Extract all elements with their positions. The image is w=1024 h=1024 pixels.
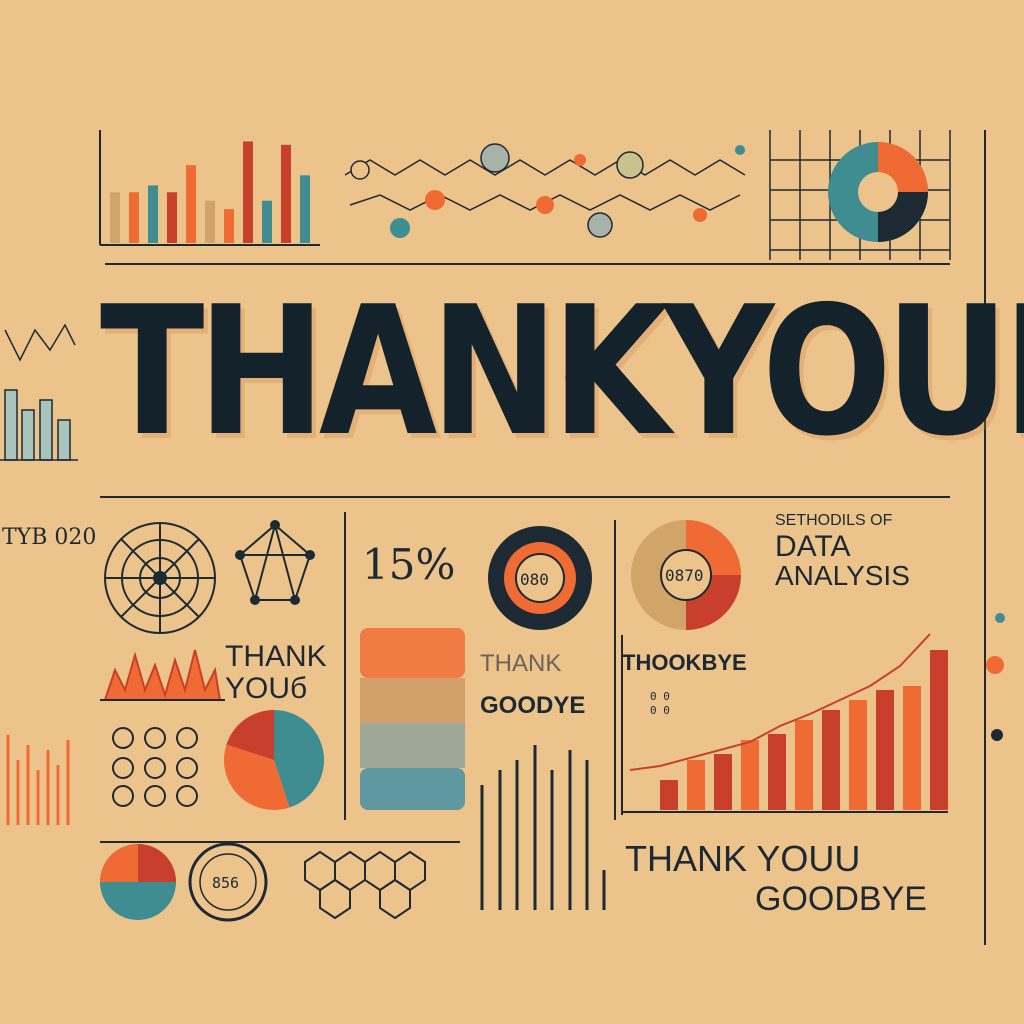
network-graph xyxy=(344,143,746,238)
thank-you-bottom: THANK YOUU xyxy=(625,838,861,879)
trend-bar xyxy=(822,710,840,810)
gauge-left-value: 080 xyxy=(520,570,549,589)
top-bar xyxy=(148,185,158,243)
thank-you-small-2: YOUб xyxy=(225,672,308,705)
pie-slice xyxy=(226,710,274,760)
trend-bar xyxy=(849,700,867,810)
goodbye-bottom: GOODBYE xyxy=(755,880,927,918)
top-bar xyxy=(262,200,272,243)
top-donut-chart xyxy=(769,130,951,260)
trend-bar xyxy=(660,780,678,810)
wave-chart xyxy=(100,649,225,701)
trend-bar xyxy=(930,650,948,810)
top-bar xyxy=(281,144,291,243)
trend-bar xyxy=(795,720,813,810)
trend-bar xyxy=(876,690,894,810)
title-dot xyxy=(565,370,581,386)
divider-lines xyxy=(100,130,986,945)
stacked-column xyxy=(360,628,465,810)
analysis-label: ANALYSIS xyxy=(775,560,910,591)
top-bar xyxy=(186,165,196,243)
methods-label: SETHODILS OF xyxy=(775,512,893,529)
top-bar-chart xyxy=(99,130,320,246)
dial xyxy=(188,842,268,922)
mini-code-2: 0 0 xyxy=(650,704,670,717)
data-label: DATA xyxy=(775,530,851,563)
left-mini-charts xyxy=(0,323,78,461)
dot-grid xyxy=(112,727,198,807)
top-bar xyxy=(224,209,234,243)
pie-slice xyxy=(224,744,290,810)
main-title: THANKYOUD xyxy=(100,268,1024,475)
top-bar xyxy=(167,192,177,243)
left-spike-chart xyxy=(6,735,70,825)
hexagon-pattern xyxy=(304,850,426,920)
trend-bar xyxy=(687,760,705,810)
trend-bar-chart xyxy=(621,633,948,815)
top-bar xyxy=(129,192,139,243)
trend-bar xyxy=(903,686,921,810)
top-left-code: TYB 020 xyxy=(2,525,97,550)
trend-bar xyxy=(768,734,786,810)
star-network xyxy=(235,520,315,605)
top-bar xyxy=(243,141,253,243)
thank-you-small-1: THANK xyxy=(225,640,327,673)
top-bar xyxy=(110,192,120,243)
pie-chart xyxy=(224,710,324,810)
spike-bars xyxy=(480,745,606,910)
radar-chart xyxy=(104,522,216,634)
goodbye-mid: GOODYE xyxy=(480,692,586,719)
gauge-right-value: 0870 xyxy=(665,566,704,585)
thookbye-label: THOOKBYE xyxy=(622,650,747,675)
top-bar xyxy=(300,175,310,243)
mini-code-1: 0 0 xyxy=(650,690,670,703)
top-bar xyxy=(205,200,215,243)
pie-slice xyxy=(274,710,324,808)
right-edge-markers xyxy=(986,613,1005,741)
gear-gauge-left xyxy=(488,526,592,630)
gear-gauge-right xyxy=(631,520,741,630)
trend-bar xyxy=(741,740,759,810)
thank-mid: THANK xyxy=(480,650,562,677)
bottom-half-circle xyxy=(100,844,176,920)
trend-bar xyxy=(714,754,732,810)
percent-label: 15% xyxy=(362,540,456,589)
dial-value: 856 xyxy=(212,874,240,892)
